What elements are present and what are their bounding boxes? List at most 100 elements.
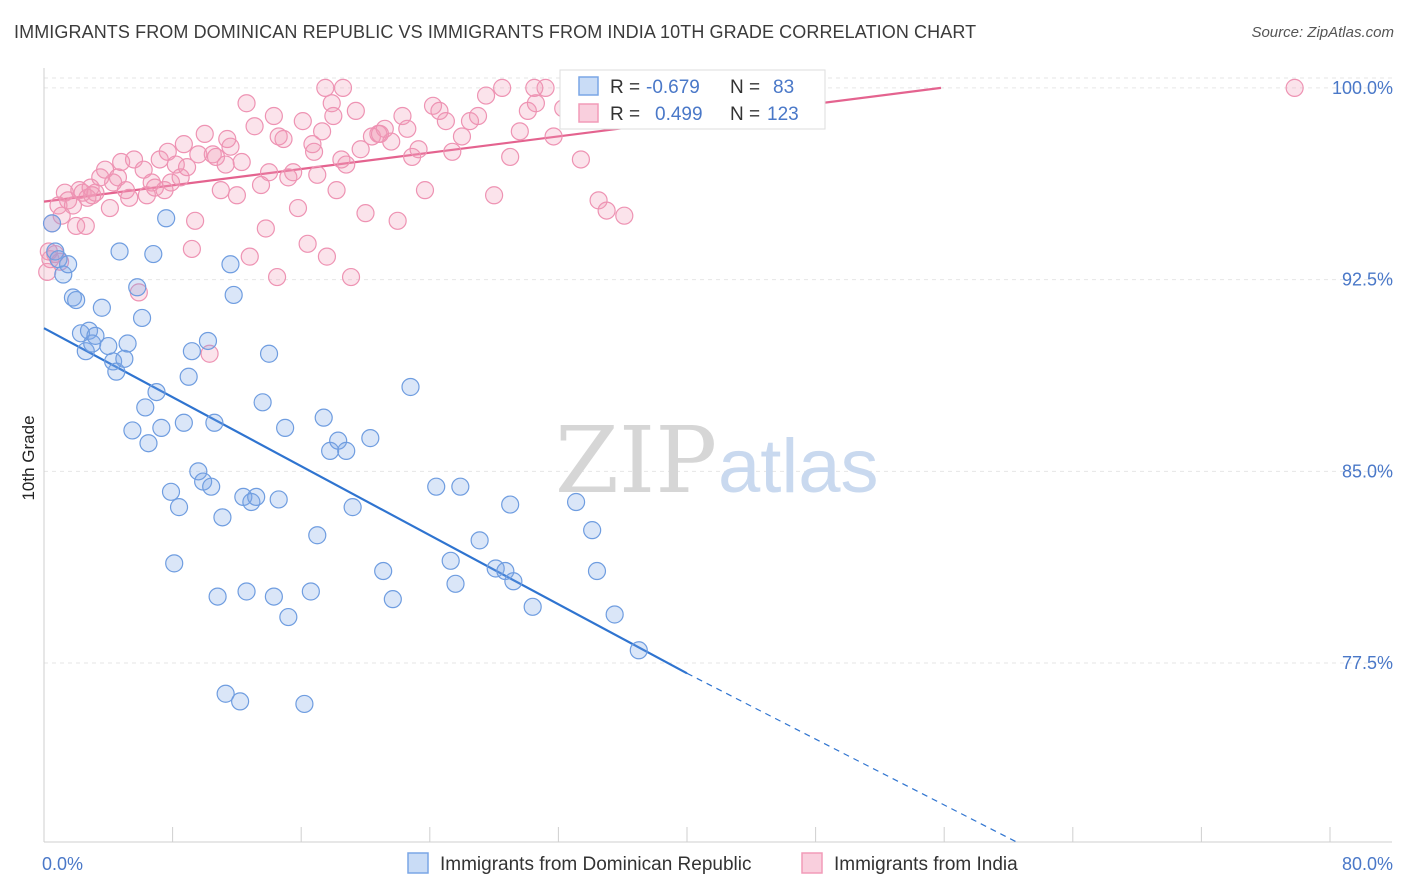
point-india	[312, 122, 332, 141]
point-dominican	[99, 336, 118, 356]
point-india	[298, 234, 317, 253]
point-dominican	[361, 429, 380, 448]
x-tick-labels: 0.0% 80.0%	[42, 854, 1393, 874]
point-dominican	[451, 477, 470, 496]
stats-box: R = -0.679 N = 83 R = 0.499 N = 123	[559, 69, 826, 130]
point-dominican	[136, 398, 155, 417]
point-dominican	[67, 290, 86, 310]
point-india	[39, 242, 58, 261]
point-india	[108, 168, 128, 187]
point-dominican	[54, 265, 73, 284]
stats-n-value-1: 83	[773, 77, 794, 98]
point-dominican	[63, 288, 83, 307]
point-india	[1285, 78, 1304, 97]
legend-label-india: Immigrants from India	[834, 854, 1018, 875]
point-dominican	[264, 587, 283, 606]
point-india	[303, 135, 322, 154]
point-india	[327, 181, 346, 200]
point-dominican	[86, 326, 105, 345]
point-india	[100, 198, 120, 218]
point-india	[388, 211, 407, 230]
point-india	[211, 181, 230, 200]
point-india	[267, 267, 287, 287]
point-india	[256, 219, 275, 238]
y-axis-label: 10th Grade	[19, 415, 38, 500]
point-dominican	[169, 498, 189, 517]
point-dominican	[118, 334, 137, 353]
point-india	[544, 127, 563, 146]
point-india	[501, 147, 520, 167]
point-india	[76, 216, 95, 236]
legend-swatch-india	[801, 852, 823, 874]
point-india	[615, 206, 634, 225]
point-india	[203, 145, 222, 164]
point-india	[370, 124, 390, 144]
watermark-atlas: atlas	[718, 424, 879, 509]
point-india	[83, 186, 102, 205]
point-india	[59, 191, 78, 210]
point-dominican	[383, 590, 402, 609]
point-dominican	[213, 508, 232, 527]
y-tick-label: 77.5%	[1342, 653, 1393, 673]
point-dominican	[189, 462, 208, 481]
point-india	[189, 145, 208, 164]
point-india	[284, 163, 303, 182]
source-label: Source: ZipAtlas.com	[1251, 24, 1394, 41]
point-india	[476, 86, 496, 105]
point-india	[232, 152, 251, 172]
legend-swatch-dominican	[407, 852, 429, 874]
point-dominican	[301, 582, 320, 601]
stats-r-value-2: 0.499	[655, 104, 703, 125]
point-india	[293, 112, 312, 131]
point-dominican	[587, 561, 607, 581]
y-tick-labels: 77.5% 85.0% 92.5% 100.0%	[1332, 78, 1393, 673]
point-dominican	[104, 352, 123, 371]
point-india	[409, 140, 428, 159]
point-dominican	[161, 482, 181, 501]
point-dominican	[427, 477, 446, 496]
y-tick-label: 85.0%	[1342, 461, 1393, 481]
x-tick-label: 80.0%	[1342, 854, 1393, 874]
point-dominican	[231, 692, 250, 711]
point-india	[351, 140, 370, 159]
point-india	[240, 247, 259, 266]
point-dominican	[441, 551, 460, 570]
point-dominican	[276, 418, 295, 437]
point-dominican	[242, 492, 261, 512]
point-dominican	[247, 487, 266, 507]
point-dominican	[174, 413, 193, 432]
stats-r-value-1: -0.679	[646, 77, 700, 98]
trend-line-dominican-extension	[686, 672, 1017, 843]
point-dominican	[308, 526, 327, 545]
point-india	[308, 165, 327, 184]
point-dominican	[374, 561, 393, 581]
point-dominican	[337, 441, 356, 460]
point-india	[317, 247, 337, 266]
point-india	[468, 106, 488, 126]
point-dominican	[115, 349, 134, 368]
point-india	[264, 106, 283, 126]
point-india	[526, 94, 545, 113]
stats-swatch-pink	[578, 103, 599, 123]
point-dominican	[501, 495, 520, 514]
data-points	[38, 78, 1304, 714]
point-dominican	[179, 367, 198, 386]
point-dominican	[202, 477, 221, 496]
point-india	[269, 127, 288, 146]
point-dominican	[314, 408, 333, 427]
point-dominican	[157, 209, 176, 228]
point-dominican	[110, 242, 129, 261]
point-dominican	[123, 421, 142, 440]
point-dominican	[583, 521, 602, 540]
point-india	[333, 78, 353, 97]
point-india	[279, 168, 298, 187]
stats-r-label-2: R =	[610, 104, 640, 125]
point-dominican	[295, 694, 314, 714]
point-dominican	[470, 531, 489, 550]
point-india	[525, 78, 544, 97]
y-tick-label: 92.5%	[1342, 270, 1393, 290]
point-india	[216, 155, 235, 174]
point-india	[274, 129, 293, 149]
point-india	[171, 168, 190, 187]
